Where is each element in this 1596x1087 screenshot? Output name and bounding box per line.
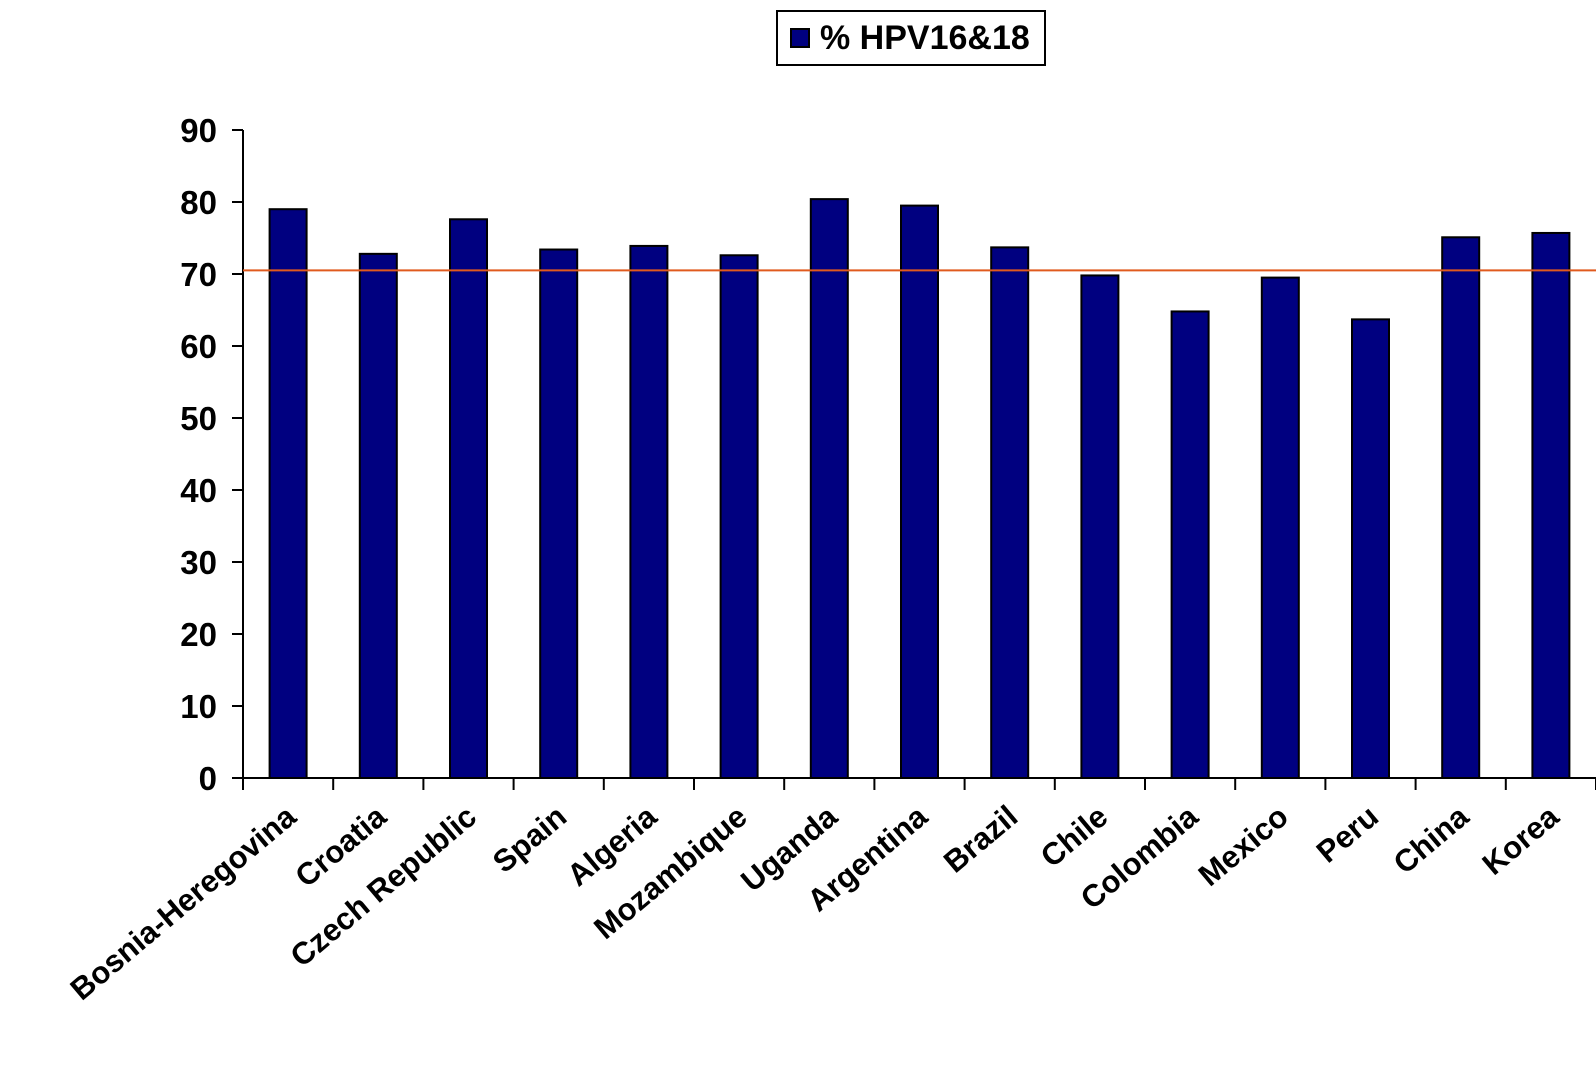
y-tick-label: 0 xyxy=(199,760,217,797)
y-tick-label: 40 xyxy=(180,472,217,509)
bar-czech-republic xyxy=(449,218,488,779)
x-tick-label: Chile xyxy=(1034,799,1115,875)
legend-label: % HPV16&18 xyxy=(820,18,1030,57)
x-tick-label: Mozambique xyxy=(587,799,753,946)
bar-brazil xyxy=(990,246,1030,780)
y-tick-label: 50 xyxy=(180,400,217,437)
bar-argentina xyxy=(900,204,939,780)
bar-spain xyxy=(539,248,579,779)
y-tick-label: 90 xyxy=(180,112,217,149)
bars xyxy=(268,198,1571,780)
y-tick-label: 20 xyxy=(180,616,217,653)
y-axis: 0 10 20 30 40 50 60 70 80 90 xyxy=(180,112,244,797)
x-tick-label: Peru xyxy=(1310,799,1385,870)
legend: % HPV16&18 xyxy=(776,10,1046,66)
bar-bosnia-heregovina xyxy=(268,208,308,779)
x-tick-label: Spain xyxy=(486,799,573,880)
bar-colombia xyxy=(1170,310,1210,779)
y-tick-label: 80 xyxy=(180,184,217,221)
bar-algeria xyxy=(629,244,669,780)
bar-china xyxy=(1441,236,1481,779)
y-tick-label: 60 xyxy=(180,328,217,365)
x-tick-label: Brazil xyxy=(937,799,1024,880)
x-tick-label: Korea xyxy=(1476,798,1566,882)
bar-chile xyxy=(1080,274,1120,779)
bar-croatia xyxy=(358,252,398,779)
x-tick-label: Bosnia-Heregovina xyxy=(64,798,303,1007)
bar-mozambique xyxy=(719,254,759,779)
bar-uganda xyxy=(809,198,849,779)
y-tick-label: 30 xyxy=(180,544,217,581)
bar-mexico xyxy=(1260,276,1300,779)
x-tick-label: China xyxy=(1387,798,1476,881)
y-tick-label: 70 xyxy=(180,256,217,293)
y-tick-label: 10 xyxy=(180,688,217,725)
x-tick-label: Mexico xyxy=(1192,799,1295,893)
bar-peru xyxy=(1351,318,1390,779)
bar-korea xyxy=(1531,231,1571,779)
legend-swatch xyxy=(790,28,810,48)
